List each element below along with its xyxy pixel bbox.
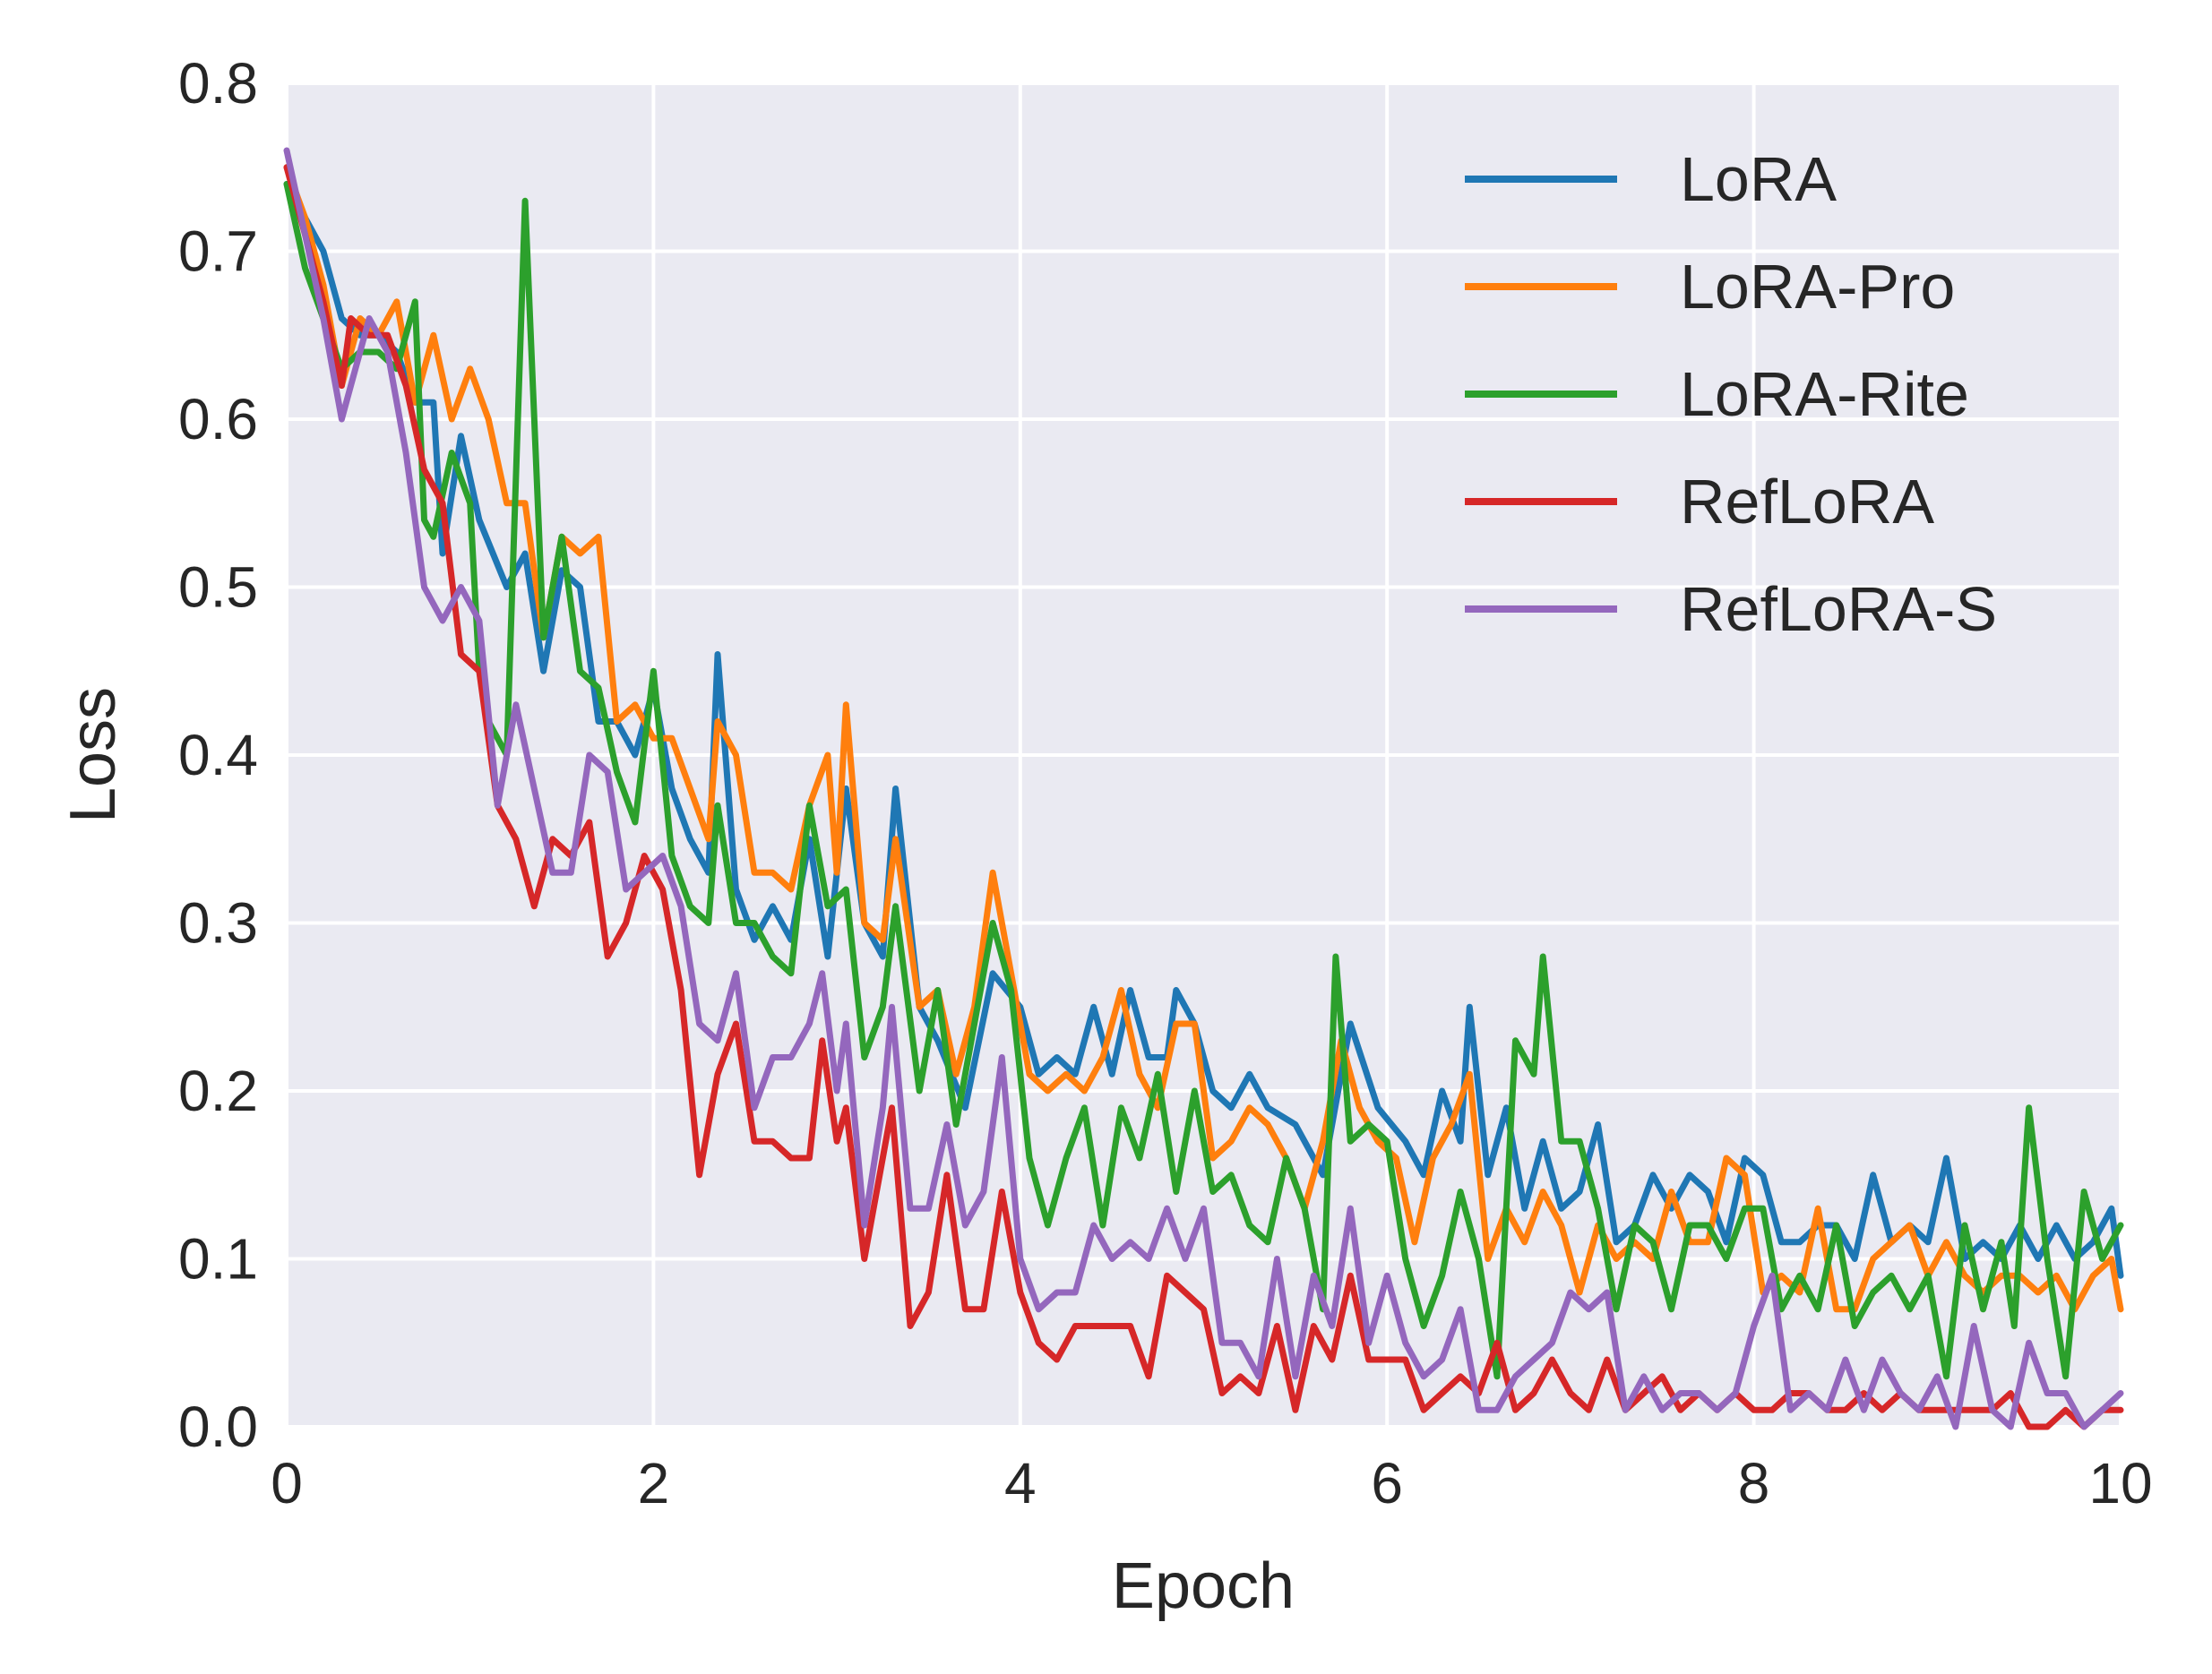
series-line-lora-pro <box>283 164 2124 1313</box>
x-axis-title: Epoch <box>1112 1550 1295 1622</box>
x-tick-label: 2 <box>638 1451 670 1515</box>
y-tick-label: 0.6 <box>178 387 258 451</box>
y-axis-title: Loss <box>57 687 129 823</box>
y-tick-label: 0.2 <box>178 1059 258 1123</box>
legend-label-reflora-s: RefLoRA-S <box>1680 574 1997 644</box>
x-tick-label: 0 <box>271 1451 303 1515</box>
y-tick-label: 0.3 <box>178 891 258 956</box>
y-tick-label: 0.7 <box>178 219 258 284</box>
y-axis-ticks: 0.0 0.1 0.2 0.3 0.4 0.5 0.6 0.7 0.8 <box>178 51 258 1459</box>
legend-label-lora-rite: LoRA-Rite <box>1680 359 1969 429</box>
x-tick-label: 6 <box>1371 1451 1403 1515</box>
legend-label-reflora: RefLoRA <box>1680 467 1934 537</box>
x-tick-label: 10 <box>2088 1451 2152 1515</box>
x-tick-label: 4 <box>1004 1451 1037 1515</box>
y-tick-label: 0.8 <box>178 51 258 116</box>
legend: LoRA LoRA-Pro LoRA-Rite RefLoRA RefLoRA-S <box>1465 144 1997 644</box>
y-tick-label: 0.1 <box>178 1227 258 1292</box>
series-line-reflora-s <box>283 147 2124 1430</box>
legend-label-lora: LoRA <box>1680 144 1837 214</box>
y-tick-label: 0.0 <box>178 1395 258 1459</box>
grid-lines <box>285 82 2122 1429</box>
y-tick-label: 0.5 <box>178 555 258 620</box>
series-layer <box>283 147 2124 1430</box>
x-tick-label: 8 <box>1738 1451 1770 1515</box>
y-tick-label: 0.4 <box>178 723 258 787</box>
legend-label-lora-pro: LoRA-Pro <box>1680 252 1955 322</box>
x-axis-ticks: 0 2 4 6 8 10 <box>271 1451 2152 1515</box>
series-line-lora-rite <box>283 181 2124 1380</box>
